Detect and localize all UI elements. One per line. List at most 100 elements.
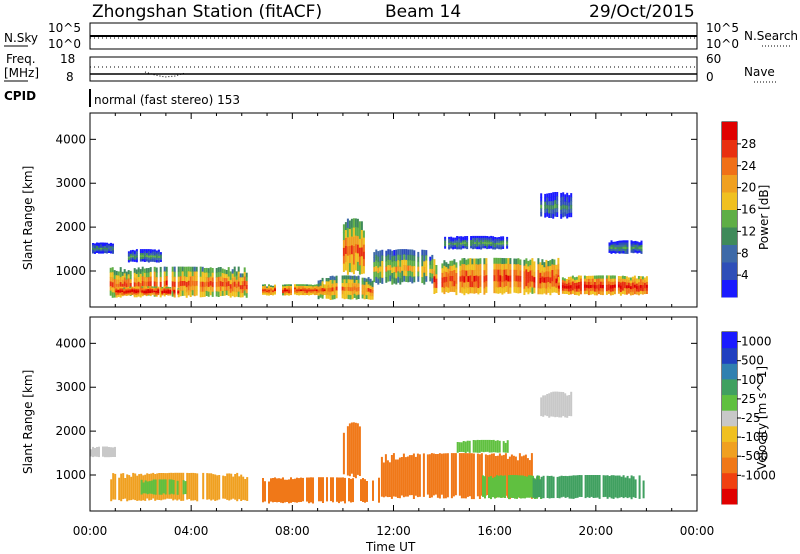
power-cell [395,249,398,256]
power-cell [165,287,168,289]
power-cell [401,276,404,283]
power-cell [461,258,464,265]
velocity-cell [630,475,633,500]
power-cell [478,244,481,247]
power-cell [111,272,114,278]
power-cell [316,287,318,290]
power-cell [609,282,612,286]
velocity-cell [224,476,227,499]
power-cell [630,242,633,245]
power-cell [270,286,272,289]
power-cell [623,291,626,295]
velocity-cell [628,478,631,498]
power-cell [577,282,580,286]
power-cell [611,285,614,289]
power-cell [391,278,394,285]
power-cell [482,243,485,247]
power-cell [373,266,376,273]
velocity-cell [456,442,459,453]
power-cell [513,264,516,271]
power-cell [618,251,621,254]
power-cell [565,291,568,294]
power-colorbar-tick-label: 20 [741,181,756,195]
velocity-cell [348,478,350,502]
power-cell [486,236,489,239]
power-cell [465,281,468,288]
power-cell [505,263,508,270]
power-cell [443,288,446,295]
velocity-cell [488,439,491,453]
velocity-cell [184,481,187,495]
velocity-cell [390,455,393,499]
velocity-ytick-label: 4000 [55,336,86,350]
power-cell [453,270,456,276]
power-cell [612,243,615,246]
power-cell [153,290,156,293]
power-cell [155,289,158,292]
power-cell [546,204,549,210]
power-cell [597,278,600,282]
velocity-cell [104,446,106,458]
power-cell [219,290,222,297]
power-cell [373,257,376,263]
power-cell [633,290,636,295]
power-cell [135,269,138,275]
power-cell [288,287,290,291]
power-cell [108,251,110,253]
power-cell [302,289,304,292]
power-cell [455,267,458,274]
power-cell [375,271,378,278]
velocity-cell [466,440,469,452]
power-cell [270,293,272,295]
power-cell [539,267,542,274]
power-cell [123,281,126,287]
power-cell [351,283,354,288]
power-cell [153,281,156,287]
power-cell [517,269,520,277]
power-cell [465,276,468,283]
power-cell [413,260,416,267]
power-cell [235,275,238,281]
power-cell [566,192,569,198]
velocity-cell [532,477,535,498]
power-cell [589,291,592,295]
power-cell [639,279,642,283]
power-cell [171,286,174,292]
power-cell [564,197,567,202]
power-cell [112,250,114,253]
power-cell [219,281,222,287]
power-cell [306,286,308,289]
power-cell [547,287,550,293]
power-cell [181,285,184,292]
power-cell [361,294,364,299]
power-cell [341,275,344,280]
power-cell [377,256,380,263]
power-cell [127,292,130,294]
power-cell [541,265,544,272]
power-cell [171,276,174,282]
power-cell [143,277,146,282]
power-cell [466,238,469,241]
power-cell [229,288,232,294]
freq-label-1: Freq. [6,52,36,66]
velocity-cell [188,473,191,499]
power-cell [467,258,470,265]
power-cell [501,258,504,265]
power-cell [445,262,448,268]
velocity-cell [594,475,597,498]
power-cell [435,278,438,284]
power-cell [233,281,236,288]
power-cell [205,277,208,283]
velocity-cell [192,472,195,501]
power-cell [127,293,130,296]
velocity-cell [502,475,504,498]
power-cell [333,276,336,281]
power-cell [636,245,639,248]
power-cell [444,236,447,240]
power-cell [527,266,530,273]
power-cell [304,289,306,292]
power-cell [496,246,499,249]
power-cell [579,284,582,289]
power-cell [215,291,218,297]
power-cell [505,269,508,276]
